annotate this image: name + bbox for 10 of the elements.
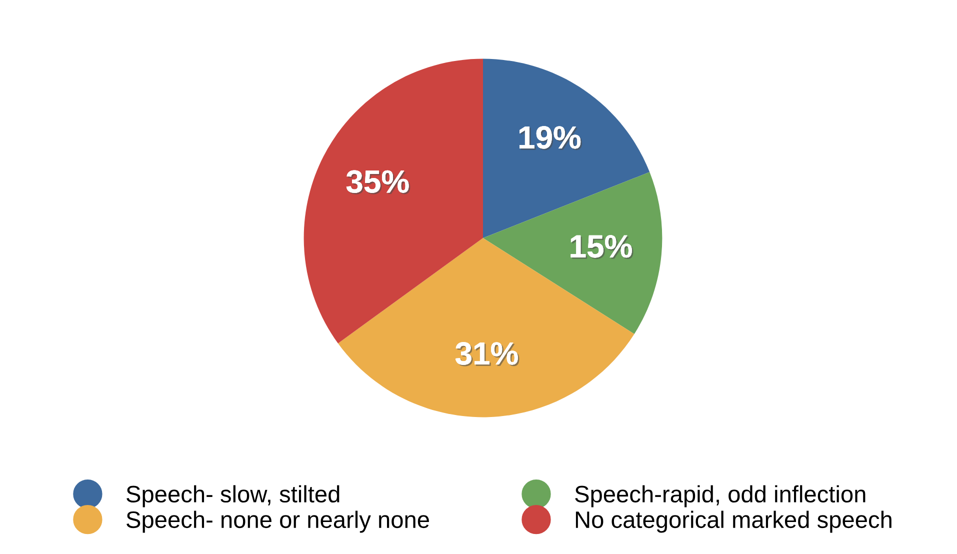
data-label: 35% xyxy=(346,170,410,194)
legend-label: Speech- none or nearly none xyxy=(126,510,429,533)
legend-label: Speech- slow, stilted xyxy=(126,485,340,508)
pie-slice xyxy=(483,172,662,334)
data-label: 15% xyxy=(570,235,634,260)
pie-slice xyxy=(304,58,483,344)
data-label: 19% xyxy=(520,126,582,150)
data-label: 31% xyxy=(455,342,520,366)
legend-label: Speech-rapid, odd inflection xyxy=(575,485,866,508)
legend-label: No categorical marked speech xyxy=(576,510,892,533)
